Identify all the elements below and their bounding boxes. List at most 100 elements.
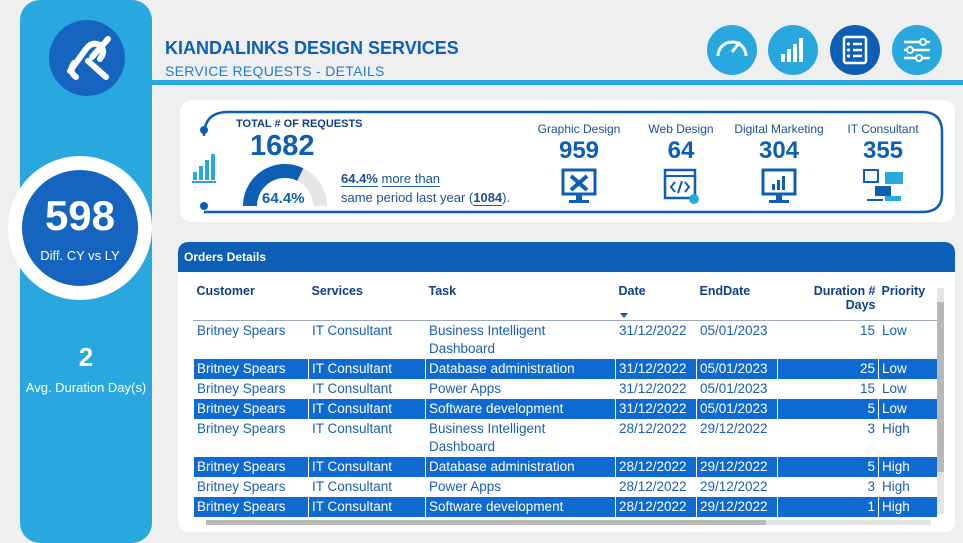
table-cell: 29/12/2022 — [696, 457, 778, 477]
duration-cell: 15 — [859, 381, 875, 396]
category-name: Digital Marketing — [734, 122, 824, 136]
table-cell: IT Consultant — [312, 381, 393, 396]
table-row: Britney Spears IT Consultant Business Inte… — [194, 419, 938, 457]
duration-cell: 25 — [777, 359, 879, 379]
duration-cell: 15 — [859, 323, 875, 338]
avg-value: 2 — [78, 342, 94, 372]
summary-graphics — [192, 110, 944, 214]
table-cell: IT Consultant — [308, 399, 426, 419]
nav-settings[interactable] — [892, 25, 942, 75]
table-cell: Britney Spears — [197, 381, 286, 396]
table-cell: Low — [882, 323, 907, 338]
table-cell: Britney Spears — [197, 421, 286, 436]
column-header: EndDate — [696, 280, 778, 321]
category-name: Web Design — [648, 122, 714, 136]
summary-card — [180, 100, 955, 222]
table-cell: Britney Spears — [193, 497, 309, 517]
table-cell: Power Apps — [429, 381, 502, 396]
table-cell: 05/01/2023 — [700, 323, 768, 338]
table-cell: Database administration — [425, 457, 616, 477]
table-cell: Britney Spears — [197, 323, 286, 338]
category-name: IT Consultant — [847, 122, 919, 136]
column-header: Customer — [193, 280, 309, 321]
table-cell: Low — [878, 359, 937, 379]
table-cell: Britney Spears — [193, 457, 309, 477]
table-cell: 28/12/2022 — [615, 497, 697, 517]
table-cell: 28/12/2022 — [619, 479, 687, 494]
table-cell: IT Consultant — [312, 323, 393, 338]
scroll-thumb[interactable] — [206, 520, 766, 525]
table-row: Britney Spears IT Consultant Power Apps 28/… — [194, 477, 938, 497]
header-stripe — [152, 80, 963, 85]
scroll-thumb[interactable] — [937, 302, 944, 472]
gauge-fill — [243, 163, 304, 206]
table-cell: IT Consultant — [308, 457, 426, 477]
logo[interactable] — [48, 19, 126, 97]
diff-label: Diff. CY vs LY — [40, 248, 120, 263]
header-row: Customer Services Task Date EndDate Duration … — [193, 280, 937, 321]
h-scrollbar[interactable] — [206, 520, 931, 525]
duration-cell: 1 — [777, 497, 879, 517]
duration-cell: 5 — [777, 399, 879, 419]
diff-value: 598 — [44, 192, 116, 239]
table-cell: 05/01/2023 — [696, 399, 778, 419]
orders-panel: Orders Details Customer Services Task Date E… — [178, 242, 955, 532]
comparison-text: ). — [502, 190, 511, 205]
table-cell: 29/12/2022 — [700, 479, 768, 494]
category-name: Graphic Design — [537, 122, 621, 136]
table-cell: Power Apps — [429, 479, 502, 494]
table-cell: Britney Spears — [193, 359, 309, 379]
nav-gauge[interactable] — [707, 25, 757, 75]
table-cell: 28/12/2022 — [615, 457, 697, 477]
comparison-percent: 64.4% — [341, 171, 378, 187]
nav-details[interactable] — [830, 25, 880, 75]
table-cell: Software development — [425, 399, 616, 419]
table-row: Britney Spears IT Consultant Power Apps 31/… — [194, 379, 938, 399]
column-header: Duration # Days — [777, 280, 879, 321]
table-cell: 31/12/2022 — [615, 399, 697, 419]
table-cell: 28/12/2022 — [619, 421, 687, 436]
page-title: KIANDALINKS DESIGN SERVICES — [165, 38, 459, 58]
category: Web Design 64 — [626, 122, 736, 211]
table-cell: 05/01/2023 — [700, 381, 768, 396]
duration-cell: 3 — [867, 479, 875, 494]
column-header: Priority — [878, 280, 937, 321]
table-row: Britney Spears IT Consultant Software deve… — [193, 399, 937, 419]
table-cell: High — [882, 479, 910, 494]
total-label: TOTAL # OF REQUESTS — [236, 118, 363, 130]
duration-cell: 3 — [867, 421, 875, 436]
duration-cell: 5 — [777, 457, 879, 477]
table-row: Britney Spears IT Consultant Business Inte… — [194, 321, 938, 360]
table-cell: IT Consultant — [312, 479, 393, 494]
category: Graphic Design 959 — [524, 122, 634, 211]
kpi-ring: 598 Diff. CY vs LY — [8, 156, 152, 300]
table-cell: High — [882, 421, 910, 436]
table-row: Britney Spears IT Consultant Database admi… — [193, 457, 937, 477]
sort-arrow[interactable] — [619, 313, 628, 318]
table-cell: Database administration — [425, 359, 616, 379]
v-scrollbar[interactable] — [937, 288, 944, 514]
category: Digital Marketing 304 — [724, 122, 834, 211]
table-cell: 31/12/2022 — [619, 381, 687, 396]
nav-chart[interactable] — [768, 25, 818, 75]
column-header: Task — [425, 280, 616, 321]
column-header: Services — [308, 280, 426, 321]
avg-label: Avg. Duration Day(s) — [25, 380, 147, 395]
table-cell: IT Consultant — [312, 421, 393, 436]
category-count: 304 — [758, 137, 800, 164]
category-icon — [761, 168, 797, 203]
page-subtitle: SERVICE REQUESTS - DETAILS — [165, 63, 385, 79]
table-cell: Business Intelligent Dashboard — [429, 323, 546, 356]
kpi-disk: 598 Diff. CY vs LY — [22, 170, 138, 286]
comparison-text: same period last year ( — [341, 190, 474, 205]
category-icon — [561, 168, 597, 203]
category-icon — [663, 168, 699, 204]
card-border — [202, 110, 944, 214]
category: IT Consultant 355 — [828, 122, 938, 211]
table-cell: Britney Spears — [193, 399, 309, 419]
comparison-text: more than — [381, 171, 441, 187]
table-cell: Low — [878, 399, 937, 419]
table-cell: 29/12/2022 — [700, 421, 768, 436]
table-cell: IT Consultant — [308, 359, 426, 379]
